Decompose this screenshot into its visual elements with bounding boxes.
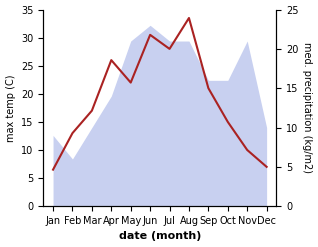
Y-axis label: max temp (C): max temp (C)	[5, 74, 16, 142]
Y-axis label: med. precipitation (kg/m2): med. precipitation (kg/m2)	[302, 42, 313, 173]
X-axis label: date (month): date (month)	[119, 231, 201, 242]
